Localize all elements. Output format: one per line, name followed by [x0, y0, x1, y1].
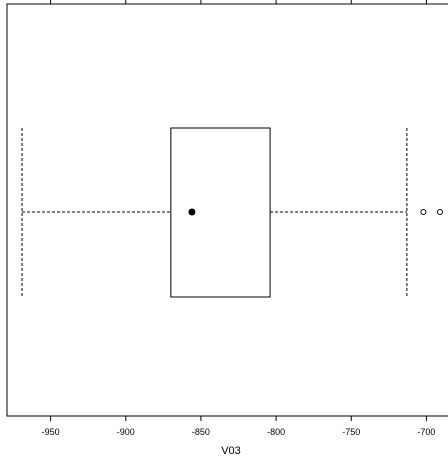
x-tick-label: -950 [42, 427, 60, 437]
x-tick-label: -800 [267, 427, 285, 437]
box-plot [21, 127, 443, 298]
plot-frame [6, 3, 448, 417]
top-axis-ticks [50, 0, 427, 4]
bottom-axis: -950 -900 -850 -800 -750 -700 [42, 416, 435, 437]
outlier-point [420, 209, 427, 215]
median-point [188, 208, 196, 216]
x-tick-label: -850 [192, 427, 210, 437]
x-tick-label: -750 [342, 427, 360, 437]
x-axis-label: V03 [221, 445, 241, 457]
interquartile-box [170, 127, 271, 298]
x-tick-label: -900 [117, 427, 135, 437]
x-tick-label: -700 [417, 427, 435, 437]
outlier-point [436, 209, 443, 215]
